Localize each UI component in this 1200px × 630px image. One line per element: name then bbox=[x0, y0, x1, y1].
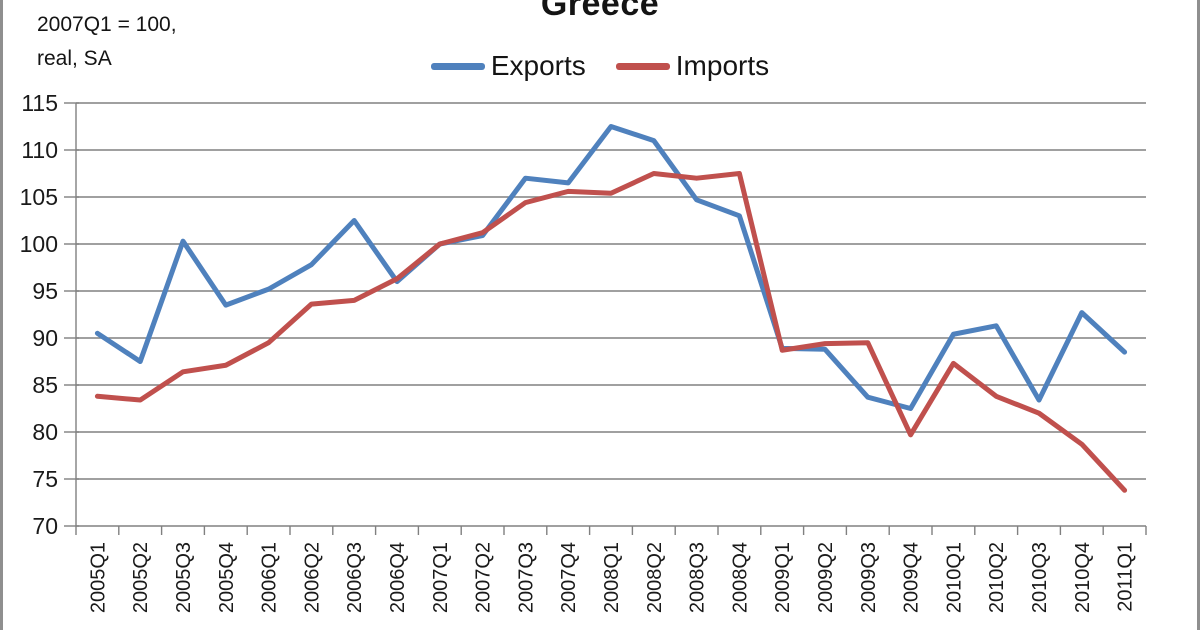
x-axis-label: 2007Q2 bbox=[473, 542, 495, 613]
y-axis-label: 105 bbox=[20, 184, 58, 210]
index-note-line1: 2007Q1 = 100, bbox=[37, 13, 177, 36]
x-axis-label: 2011Q1 bbox=[1115, 542, 1137, 612]
x-axis-label: 2009Q2 bbox=[815, 542, 837, 613]
x-axis-label: 2007Q3 bbox=[515, 542, 537, 613]
imports-line-swatch bbox=[615, 62, 670, 70]
index-note-line2: real, SA bbox=[37, 46, 112, 70]
exports-line bbox=[94, 124, 1128, 411]
x-axis-label: 2005Q3 bbox=[173, 542, 195, 613]
x-axis-label: 2009Q3 bbox=[858, 542, 880, 613]
x-axis-label: 2010Q2 bbox=[986, 542, 1008, 613]
x-axis-label: 2007Q1 bbox=[430, 542, 452, 613]
x-axis-label: 2009Q4 bbox=[901, 542, 923, 613]
y-axis-label: 100 bbox=[20, 231, 58, 257]
x-axis-label: 2008Q3 bbox=[687, 542, 709, 613]
x-axis-label: 2005Q2 bbox=[130, 542, 152, 613]
x-axis-label: 2005Q1 bbox=[87, 542, 109, 613]
legend-item-imports: Imports bbox=[615, 50, 770, 82]
x-axis-label: 2010Q3 bbox=[1029, 542, 1051, 613]
chart-title: Greece bbox=[540, 0, 660, 23]
x-axis-label: 2006Q4 bbox=[387, 542, 409, 613]
line-chart: 115 110 105 100 95 90 85 80 75 70 2005Q1 2005Q2 2005… bbox=[20, 90, 1147, 613]
legend-label-exports: Exports bbox=[490, 50, 586, 81]
y-axis-label: 110 bbox=[21, 137, 58, 163]
legend: Exports Imports bbox=[3, 50, 1197, 82]
y-axis-label: 95 bbox=[32, 278, 58, 304]
x-axis-label: 2006Q2 bbox=[301, 542, 323, 613]
y-axis-label: 70 bbox=[32, 513, 58, 539]
x-axis-label: 2010Q4 bbox=[1072, 542, 1094, 613]
y-axis-label: 115 bbox=[21, 90, 58, 116]
x-axis-label: 2009Q1 bbox=[772, 542, 794, 613]
x-axis-label: 2005Q4 bbox=[216, 542, 238, 613]
exports-line-swatch bbox=[430, 62, 485, 70]
imports-line bbox=[94, 171, 1128, 493]
x-axis-label: 2006Q3 bbox=[344, 542, 366, 613]
y-axis-label: 85 bbox=[32, 372, 58, 398]
x-axis-label: 2007Q4 bbox=[558, 542, 580, 613]
x-axis-label: 2008Q4 bbox=[729, 542, 751, 613]
legend-label-imports: Imports bbox=[675, 50, 770, 81]
legend-item-exports: Exports bbox=[430, 50, 586, 82]
x-axis-label: 2008Q1 bbox=[601, 542, 623, 613]
y-axis-label: 90 bbox=[32, 325, 58, 351]
y-axis-label: 80 bbox=[32, 419, 58, 445]
x-axis-label: 2008Q2 bbox=[644, 542, 666, 613]
index-note: 2007Q1 = 100, real, SA bbox=[37, 8, 177, 75]
x-axis-label: 2006Q1 bbox=[259, 542, 281, 613]
y-axis-label: 75 bbox=[32, 466, 58, 492]
x-axis-label: 2010Q1 bbox=[943, 542, 965, 613]
